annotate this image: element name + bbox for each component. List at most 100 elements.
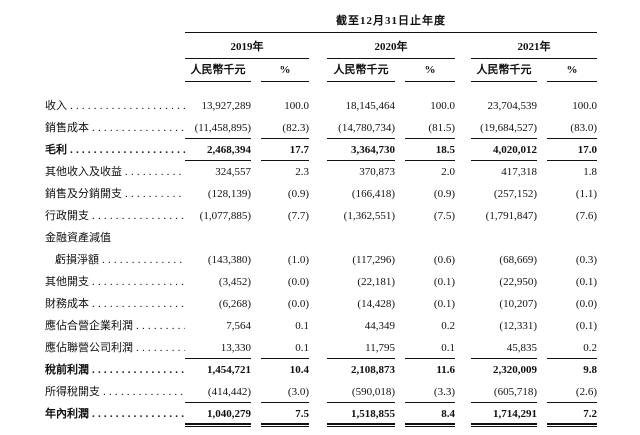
value-cell: 1,040,279	[185, 403, 251, 427]
percent-cell: 7.2	[547, 403, 597, 427]
dot-leader: ........................................…	[92, 122, 185, 134]
percent-cell: (7.5)	[433, 210, 455, 222]
value-cell: (128,139)	[207, 188, 251, 200]
percent-cell: (3.0)	[261, 381, 309, 403]
percent-cell: (1.1)	[575, 188, 597, 200]
value-cell: 1,714,291	[471, 403, 537, 427]
row-label-text: 銷售成本	[45, 122, 89, 134]
percent-cell: 100.0	[284, 100, 309, 112]
value-cell: (68,669)	[499, 254, 537, 266]
percent-cell	[547, 227, 597, 249]
value-cell	[471, 227, 537, 249]
column-header: 人民幣千元	[185, 59, 251, 82]
value-cell: (22,950)	[499, 276, 537, 288]
percent-cell: (0.1)	[433, 276, 455, 288]
percent-cell: (82.3)	[261, 117, 309, 139]
table-row: 行政開支....................................…	[45, 205, 597, 227]
row-label: 稅前利潤....................................…	[45, 359, 185, 381]
dot-leader: ........................................…	[92, 408, 185, 420]
percent-cell: 100.0	[430, 100, 455, 112]
dot-leader: ........................................…	[92, 210, 185, 222]
row-label: 金融資產減值	[45, 227, 185, 249]
value-cell: 7,564	[226, 320, 251, 332]
table-row: 金融資產減值	[45, 227, 597, 249]
percent-cell: 17.0	[547, 139, 597, 161]
percent-cell: (7.6)	[575, 210, 597, 222]
value-cell: 1,454,721	[207, 364, 251, 376]
percent-cell: (0.1)	[575, 276, 597, 288]
row-label-text: 銷售及分銷開支	[45, 188, 122, 200]
table-row: 所得稅開支...................................…	[45, 381, 597, 403]
value-cell: (1,791,847)	[485, 210, 537, 222]
percent-cell: 0.1	[405, 337, 455, 359]
percent-cell: 11.6	[436, 364, 455, 376]
header-spacer	[45, 10, 185, 33]
percent-cell: 0.1	[261, 337, 309, 359]
table-row: 應佔合營企業利潤................................…	[45, 315, 597, 337]
percent-cell: (83.0)	[547, 117, 597, 139]
value-cell: (1,077,885)	[199, 210, 251, 222]
column-header: %	[261, 59, 309, 82]
table-row: 收入......................................…	[45, 95, 597, 117]
value-cell	[327, 227, 395, 249]
year-header: 2019年	[185, 36, 309, 59]
income-statement-table: 截至12月31日止年度 2019年 2020年 2021年 人民幣千元% 人民幣千元%…	[45, 10, 597, 427]
row-label-text: 毛利	[45, 144, 67, 156]
percent-cell: 0.2	[441, 320, 455, 332]
percent-cell	[405, 227, 455, 249]
table-row: 應佔聯營公司利潤................................…	[45, 337, 597, 359]
value-cell: (166,418)	[351, 188, 395, 200]
dot-leader: ........................................…	[102, 254, 185, 266]
year-header: 2020年	[327, 36, 455, 59]
value-cell: 13,927,289	[201, 100, 252, 112]
percent-cell: (0.9)	[287, 188, 309, 200]
value-cell: 417,318	[501, 166, 537, 178]
percent-cell: 0.2	[547, 337, 597, 359]
percent-cell: 7.5	[261, 403, 309, 427]
percent-cell: (81.5)	[405, 117, 455, 139]
dot-leader: ........................................…	[136, 320, 185, 332]
percent-cell: (1.0)	[287, 254, 309, 266]
value-cell: (1,362,551)	[343, 210, 395, 222]
row-label: 所得稅開支...................................…	[45, 381, 185, 403]
value-cell: 2,468,394	[185, 139, 251, 161]
row-label-text: 應佔合營企業利潤	[45, 320, 133, 332]
value-cell: 45,835	[471, 337, 537, 359]
row-label-text: 財務成本	[45, 298, 89, 310]
year-header-row: 2019年 2020年 2021年	[45, 36, 597, 59]
value-cell: 324,557	[215, 166, 251, 178]
percent-cell: 9.8	[583, 364, 597, 376]
value-cell: 18,145,464	[345, 100, 396, 112]
row-label-text: 年內利潤	[45, 408, 89, 420]
percent-cell: 8.4	[405, 403, 455, 427]
table-row: 毛利......................................…	[45, 139, 597, 161]
dot-leader: ........................................…	[70, 144, 185, 156]
row-label: 虧損淨額....................................…	[45, 249, 185, 271]
row-label-text: 金融資產減值	[45, 232, 111, 244]
table-row: 虧損淨額....................................…	[45, 249, 597, 271]
row-label: 年內利潤....................................…	[45, 403, 185, 425]
row-label: 其他收入及收益.................................…	[45, 161, 185, 183]
table-row: 其他收入及收益.................................…	[45, 161, 597, 183]
value-cell: (19,684,527)	[471, 117, 537, 139]
period-header: 截至12月31日止年度	[185, 10, 597, 33]
percent-cell: 2.0	[441, 166, 455, 178]
value-cell: (605,718)	[471, 381, 537, 403]
value-cell: (257,152)	[493, 188, 537, 200]
percent-cell	[261, 227, 309, 249]
value-cell: 44,349	[364, 320, 395, 332]
percent-cell: (0.0)	[287, 276, 309, 288]
value-cell: (117,296)	[352, 254, 395, 266]
value-cell: 3,364,730	[327, 139, 395, 161]
row-label-text: 其他收入及收益	[45, 166, 122, 178]
row-label: 行政開支....................................…	[45, 205, 185, 227]
percent-cell: (0.1)	[433, 298, 455, 310]
percent-cell: 17.7	[261, 139, 309, 161]
row-label-text: 其他開支	[45, 276, 89, 288]
row-label: 銷售及分銷開支.................................…	[45, 183, 185, 205]
percent-cell: (0.9)	[433, 188, 455, 200]
percent-cell: 100.0	[572, 100, 597, 112]
dot-leader: ........................................…	[92, 298, 185, 310]
dot-leader: ........................................…	[70, 100, 185, 112]
